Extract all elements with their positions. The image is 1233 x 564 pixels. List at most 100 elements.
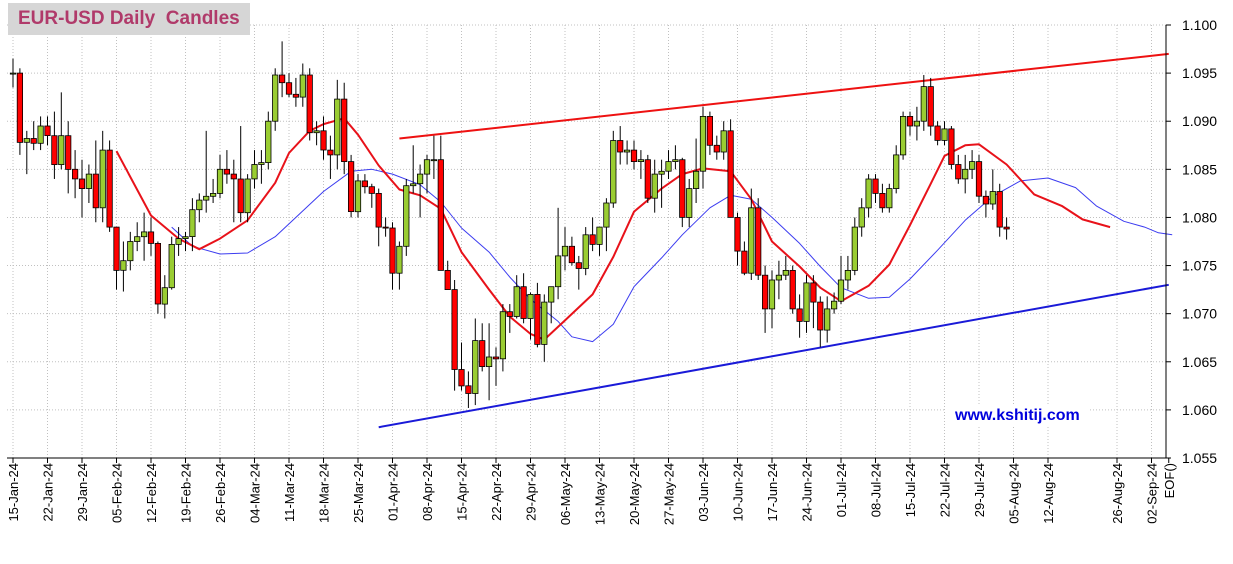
candle xyxy=(306,68,313,141)
candle-body xyxy=(548,286,555,303)
candle-body xyxy=(78,178,86,190)
candle-body xyxy=(189,209,196,237)
candle-body xyxy=(9,72,17,75)
candle-body xyxy=(1003,226,1010,230)
candle-body xyxy=(182,236,189,239)
candle xyxy=(720,121,727,160)
candle-body xyxy=(796,308,803,322)
candle-body xyxy=(272,74,279,122)
watermark-box: www.kshitij.com xyxy=(945,405,1090,427)
candle xyxy=(85,164,92,204)
y-tick-label: 1.100 xyxy=(1182,17,1217,33)
candle xyxy=(334,79,341,170)
candle xyxy=(361,174,369,194)
candle xyxy=(341,82,348,175)
candle-body xyxy=(824,308,831,331)
trendlines xyxy=(378,52,1169,429)
candle-body xyxy=(872,178,879,194)
candle-body xyxy=(755,207,762,276)
candle xyxy=(996,183,1003,237)
candle xyxy=(416,164,424,218)
candle-body xyxy=(244,178,251,214)
candle xyxy=(423,154,431,194)
candle xyxy=(844,255,852,290)
candle xyxy=(817,296,824,348)
x-tick-label: 11-Mar-24 xyxy=(282,463,297,522)
x-tick-label: 25-Mar-24 xyxy=(351,463,366,523)
candle xyxy=(734,212,741,266)
x-tick-label: 26-Aug-24 xyxy=(1110,463,1125,524)
candle xyxy=(113,226,120,290)
candle xyxy=(982,190,990,218)
candle xyxy=(644,154,651,204)
candle xyxy=(548,286,555,324)
candle-body xyxy=(782,269,789,276)
candle-body xyxy=(347,161,355,213)
candle-body xyxy=(706,116,714,146)
candle-body xyxy=(603,202,610,228)
candle-body xyxy=(416,173,424,185)
candle xyxy=(58,92,65,170)
candle xyxy=(610,130,617,208)
candle-body xyxy=(147,231,155,244)
x-tick-label: 12-Feb-24 xyxy=(144,463,159,523)
y-tick-label: 1.090 xyxy=(1182,113,1217,129)
candle-body xyxy=(51,135,58,165)
candle xyxy=(37,116,44,151)
axes: 1.100 1.095 1.090 1.085 1.080 1.075 1.070 1.065… xyxy=(6,17,1217,525)
candle xyxy=(561,227,569,271)
x-tick-label: 12-Aug-24 xyxy=(1041,463,1056,524)
candle-body xyxy=(748,207,755,274)
candle-body xyxy=(575,262,582,269)
moving-averages xyxy=(115,117,1173,343)
candle xyxy=(630,140,638,170)
x-tick-label: 22-Apr-24 xyxy=(489,463,504,521)
candle xyxy=(99,130,106,223)
candle xyxy=(879,183,886,213)
candle xyxy=(796,294,803,338)
candle-body xyxy=(941,128,948,141)
candle xyxy=(699,106,707,189)
candle-body xyxy=(699,116,707,172)
candle xyxy=(596,226,603,256)
candle-body xyxy=(686,188,693,218)
candle-body xyxy=(237,178,244,214)
x-tick-label: 04-Mar-24 xyxy=(248,463,263,523)
x-tick-label: EOF() xyxy=(1162,463,1177,498)
x-tick-label: 29-Jan-24 xyxy=(75,463,90,522)
candle-body xyxy=(644,159,651,199)
candle-body xyxy=(106,149,113,228)
candle xyxy=(706,111,714,155)
candle-body xyxy=(879,192,886,209)
fast-moving-average-line xyxy=(115,117,1111,341)
candle-body xyxy=(85,173,92,189)
candle-body xyxy=(258,162,265,165)
candle-body xyxy=(693,170,700,190)
candle-body xyxy=(30,138,37,144)
candle-body xyxy=(561,245,569,257)
candle xyxy=(396,241,403,290)
candle-body xyxy=(299,74,306,98)
candle-body xyxy=(472,340,479,394)
chart-title-box: EUR-USD Daily Candles xyxy=(8,3,250,35)
y-tick-label: 1.060 xyxy=(1182,402,1217,418)
candle-body xyxy=(900,116,907,156)
candle-body xyxy=(672,159,679,162)
candle-body xyxy=(637,159,645,162)
candle-body xyxy=(630,149,638,163)
candle-body xyxy=(768,279,776,310)
candle xyxy=(120,241,127,292)
candle-body xyxy=(251,164,258,180)
candle-body xyxy=(354,180,362,213)
candle xyxy=(299,63,306,107)
candle-body xyxy=(485,356,493,368)
candle-body xyxy=(410,183,417,187)
candle xyxy=(651,159,658,213)
watermark-link[interactable]: www.kshitij.com xyxy=(955,407,1080,424)
x-tick-label: 22-Jan-24 xyxy=(41,463,56,522)
candle-body xyxy=(741,250,748,274)
candle-body xyxy=(216,168,224,194)
candle xyxy=(106,140,113,232)
candle-body xyxy=(506,311,513,317)
